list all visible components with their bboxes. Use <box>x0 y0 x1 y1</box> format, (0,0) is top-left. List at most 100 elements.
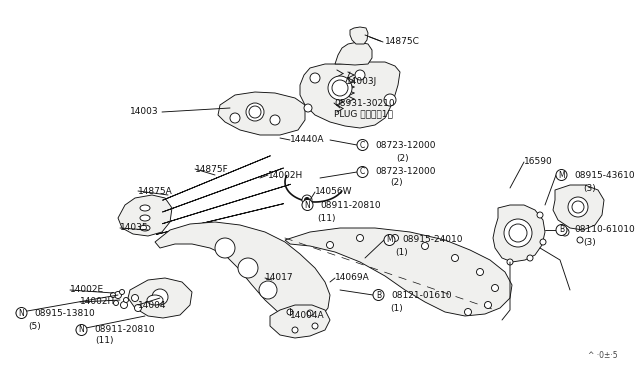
Ellipse shape <box>140 205 150 211</box>
Circle shape <box>113 301 118 305</box>
Circle shape <box>305 198 310 202</box>
Text: 14069A: 14069A <box>335 273 370 282</box>
Text: 14003: 14003 <box>130 108 159 116</box>
Polygon shape <box>270 305 330 338</box>
Circle shape <box>556 224 567 235</box>
Circle shape <box>504 219 532 247</box>
Text: N: N <box>305 201 310 209</box>
Text: 14017: 14017 <box>265 273 294 282</box>
Text: (2): (2) <box>390 179 403 187</box>
Text: C: C <box>360 167 365 176</box>
Circle shape <box>16 308 27 318</box>
Circle shape <box>304 104 312 112</box>
Circle shape <box>328 76 352 100</box>
Circle shape <box>230 113 240 123</box>
Circle shape <box>477 269 483 276</box>
Polygon shape <box>163 156 271 200</box>
Circle shape <box>120 289 125 295</box>
Text: 14004A: 14004A <box>290 311 324 320</box>
Circle shape <box>568 197 588 217</box>
Circle shape <box>355 70 365 80</box>
Circle shape <box>115 292 122 298</box>
Polygon shape <box>350 27 368 44</box>
Text: 14004: 14004 <box>138 301 166 310</box>
Text: 08110-61010: 08110-61010 <box>574 225 635 234</box>
Circle shape <box>465 308 472 315</box>
Text: (3): (3) <box>583 183 596 192</box>
Circle shape <box>238 258 258 278</box>
Text: (1): (1) <box>395 248 408 257</box>
Polygon shape <box>156 203 284 234</box>
Text: 08723-12000: 08723-12000 <box>375 167 435 176</box>
Text: 14875A: 14875A <box>138 186 173 196</box>
Circle shape <box>270 115 280 125</box>
Text: 14002H: 14002H <box>80 298 115 307</box>
Circle shape <box>326 241 333 248</box>
Circle shape <box>451 254 458 262</box>
Circle shape <box>259 281 277 299</box>
Text: N: N <box>19 308 24 317</box>
Text: (1): (1) <box>390 304 403 312</box>
Text: 14003J: 14003J <box>346 77 377 87</box>
Polygon shape <box>553 185 604 230</box>
Circle shape <box>492 285 499 292</box>
Text: B: B <box>376 291 381 299</box>
Circle shape <box>484 301 492 308</box>
Text: C: C <box>360 141 365 150</box>
Polygon shape <box>163 184 291 224</box>
Ellipse shape <box>140 215 150 221</box>
Polygon shape <box>300 62 400 128</box>
Circle shape <box>507 259 513 265</box>
Circle shape <box>134 305 141 311</box>
Circle shape <box>357 140 368 151</box>
Text: 14875C: 14875C <box>385 38 420 46</box>
Polygon shape <box>155 222 330 322</box>
Text: 08723-12000: 08723-12000 <box>375 141 435 150</box>
Text: ^ ·0±·5: ^ ·0±·5 <box>588 351 618 360</box>
Circle shape <box>124 298 129 302</box>
Polygon shape <box>218 92 305 135</box>
Circle shape <box>384 94 396 106</box>
Polygon shape <box>285 228 512 316</box>
Polygon shape <box>493 205 545 262</box>
Circle shape <box>120 301 127 308</box>
Text: PLUG プラグ（1）: PLUG プラグ（1） <box>334 109 393 119</box>
Circle shape <box>312 323 318 329</box>
Circle shape <box>310 73 320 83</box>
Text: N: N <box>79 326 84 334</box>
Text: 08915-24010: 08915-24010 <box>402 235 463 244</box>
Circle shape <box>332 80 348 96</box>
Circle shape <box>131 295 138 301</box>
Circle shape <box>556 170 567 180</box>
Text: M: M <box>558 170 565 180</box>
Circle shape <box>577 237 583 243</box>
Circle shape <box>422 243 429 250</box>
Text: 08931-30210: 08931-30210 <box>334 99 395 108</box>
Polygon shape <box>163 168 284 212</box>
Circle shape <box>392 234 399 241</box>
Text: 08911-20810: 08911-20810 <box>320 201 381 209</box>
Circle shape <box>356 234 364 241</box>
Text: 08121-01610: 08121-01610 <box>391 291 452 299</box>
Circle shape <box>246 103 264 121</box>
Text: (3): (3) <box>583 238 596 247</box>
Text: 08915-13810: 08915-13810 <box>34 308 95 317</box>
Text: (2): (2) <box>396 154 408 163</box>
Text: 16590: 16590 <box>524 157 553 167</box>
Polygon shape <box>118 195 172 236</box>
Circle shape <box>537 212 543 218</box>
Text: (5): (5) <box>28 321 41 330</box>
Text: 08915-43610: 08915-43610 <box>574 170 635 180</box>
Ellipse shape <box>147 295 163 305</box>
Text: 14440A: 14440A <box>290 135 324 144</box>
Circle shape <box>572 201 584 213</box>
Circle shape <box>561 228 569 236</box>
Ellipse shape <box>140 225 150 231</box>
Circle shape <box>302 199 313 211</box>
Text: (11): (11) <box>95 336 113 344</box>
Circle shape <box>302 195 312 205</box>
Circle shape <box>292 327 298 333</box>
Text: 14002H: 14002H <box>268 170 303 180</box>
Circle shape <box>527 255 533 261</box>
Text: 14875F: 14875F <box>195 164 228 173</box>
